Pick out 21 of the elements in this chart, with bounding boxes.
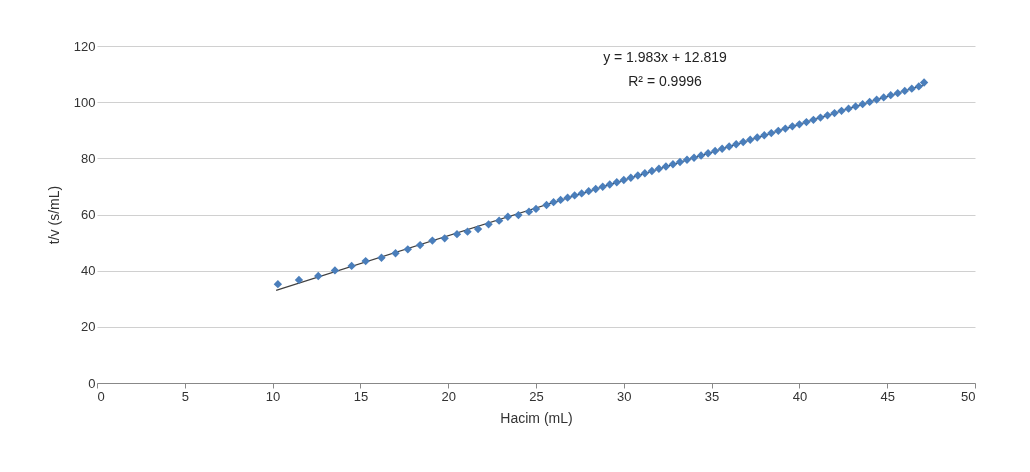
x-tick-label: 45 xyxy=(880,388,895,404)
x-axis-title: Hacim (mL) xyxy=(500,409,573,426)
y-tick-label: 20 xyxy=(81,319,96,335)
x-tick-label: 10 xyxy=(265,388,281,404)
x-tick-label: 20 xyxy=(441,388,456,404)
y-tick-label: 80 xyxy=(81,150,96,166)
y-tick-label: 100 xyxy=(73,94,96,110)
y-tick-label: 0 xyxy=(88,375,96,391)
x-tick-label: 30 xyxy=(617,388,632,404)
y-axis-title: t/v (s/mL) xyxy=(45,185,62,245)
annotation: y = 1.983x + 12.819 xyxy=(603,49,728,65)
x-tick-label: 35 xyxy=(704,388,720,404)
annotation: R² = 0.9996 xyxy=(628,73,702,89)
x-tick-label: 50 xyxy=(961,388,976,404)
x-tick-label: 15 xyxy=(353,388,369,404)
y-tick-label: 60 xyxy=(81,207,96,222)
y-tick-label: 40 xyxy=(81,263,96,279)
x-tick-label: 40 xyxy=(792,388,808,404)
x-tick-label: 25 xyxy=(529,388,544,404)
x-tick-label: 5 xyxy=(181,388,189,404)
y-tick-label: 120 xyxy=(73,38,96,54)
